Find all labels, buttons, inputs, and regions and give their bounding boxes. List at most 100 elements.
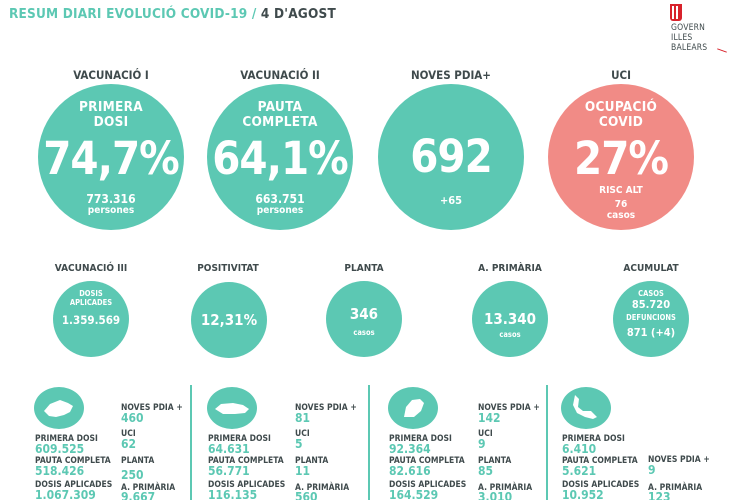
value-pauta-completa: 64,1% xyxy=(212,132,348,185)
logo-stroke xyxy=(717,48,727,53)
eivissa-uci-label: UCI xyxy=(478,429,493,439)
value-casos: 85.720 xyxy=(631,298,671,311)
formentera-dosis-value: 10.952 xyxy=(562,488,604,500)
menorca-dosis-value: 116.135 xyxy=(208,488,258,500)
eivissa-shape-icon xyxy=(404,399,424,417)
label-ocupacio: OCUPACIÓ xyxy=(584,99,658,115)
circle-noves-pdia: 692 +65 xyxy=(378,84,524,230)
eivissa-pauta-value: 82.616 xyxy=(389,464,431,478)
value-defuncions: 871 (+4) xyxy=(626,326,676,339)
formentera-ap-label: A. PRIMÀRIA xyxy=(648,483,703,493)
mallorca-planta-value: 250 xyxy=(121,468,144,482)
circle-vacunacio-1: PRIMERA DOSI 74,7% 773.316 persones xyxy=(38,84,184,230)
eivissa-pauta-label: PAUTA COMPLETA xyxy=(389,456,465,466)
circle-uci: OCUPACIÓ COVID 27% RISC ALT 76 casos xyxy=(548,84,694,230)
menorca-planta-value: 11 xyxy=(295,464,311,478)
eivissa-ap-value: 3.010 xyxy=(478,490,513,500)
title-acumulat: ACUMULAT xyxy=(623,263,679,274)
title-positivitat: POSITIVITAT xyxy=(197,263,259,274)
menorca-noves-label: NOVES PDIA + xyxy=(295,403,357,413)
menorca-dosis-label: DOSIS APLICADES xyxy=(208,480,286,490)
page-title: RESUM DIARI EVOLUCIÓ COVID-19 / 4 D'AGOS… xyxy=(9,6,336,22)
logo-line-3: BALEARS xyxy=(671,43,708,53)
mallorca-uci-label: UCI xyxy=(121,429,136,439)
mallorca-noves-label: NOVES PDIA + xyxy=(121,403,183,413)
title-uci: UCI xyxy=(611,68,631,82)
divider xyxy=(190,385,192,500)
coat-of-arms-icon xyxy=(670,4,682,21)
menorca-ap-value: 560 xyxy=(295,490,318,500)
delta-noves-pdia: +65 xyxy=(439,194,463,207)
menorca-noves-value: 81 xyxy=(295,411,311,425)
eivissa-planta-label: PLANTA xyxy=(478,456,512,466)
title-date: 4 D'AGOST xyxy=(260,6,336,22)
unit-casos: casos xyxy=(606,210,636,221)
value-primera-dosi: 74,7% xyxy=(43,132,179,185)
title-noves-pdia: NOVES PDIA+ xyxy=(411,68,491,82)
eivissa-noves-value: 142 xyxy=(478,411,501,425)
value-dosis-aplicades: 1.359.569 xyxy=(61,313,121,327)
label-defuncions: DEFUNCIONS xyxy=(626,313,676,322)
formentera-pauta-value: 5.621 xyxy=(562,464,597,478)
divider xyxy=(368,385,370,500)
label-aplicades: APLICADES xyxy=(69,298,113,307)
formentera-primera-value: 6.410 xyxy=(562,442,597,456)
title-vacunacio-3: VACUNACIÓ III xyxy=(54,263,128,274)
mallorca-planta-label: PLANTA xyxy=(121,456,155,466)
title-main: RESUM DIARI EVOLUCIÓ COVID-19 / xyxy=(9,6,257,22)
mallorca-pauta-value: 518.426 xyxy=(35,464,85,478)
circle-vacunacio-3: DOSIS APLICADES 1.359.569 xyxy=(53,281,129,357)
menorca-map-icon xyxy=(207,387,257,429)
formentera-ap-value: 123 xyxy=(648,490,671,500)
menorca-primera-label: PRIMERA DOSI xyxy=(208,434,271,444)
mallorca-shape-icon xyxy=(44,400,73,417)
eivissa-dosis-value: 164.529 xyxy=(389,488,439,500)
logo-line-1: GOVERN xyxy=(671,23,706,33)
govern-logo: GOVERN ILLES BALEARS xyxy=(670,4,728,56)
unit-casos: casos xyxy=(499,330,521,339)
title-vacunacio-1: VACUNACIÓ I xyxy=(73,68,149,82)
menorca-uci-value: 5 xyxy=(295,437,303,451)
mallorca-dosis-label: DOSIS APLICADES xyxy=(35,480,113,490)
value-atencio-primaria: 13.340 xyxy=(483,310,537,328)
label-casos: CASOS xyxy=(638,289,664,298)
value-positivitat: 12,31% xyxy=(200,311,258,329)
menorca-primera-value: 64.631 xyxy=(208,442,250,456)
circle-atencio-primaria: 13.340 casos xyxy=(472,281,548,357)
value-noves-pdia: 692 xyxy=(410,130,493,183)
circle-planta: 346 casos xyxy=(326,281,402,357)
label-primera: PRIMERA xyxy=(78,99,143,115)
label-covid: COVID xyxy=(598,114,644,130)
mallorca-uci-value: 62 xyxy=(121,437,137,451)
count-primera-dosi: 773.316 xyxy=(86,192,136,206)
unit-persones: persones xyxy=(256,205,304,216)
formentera-map-icon xyxy=(561,387,611,429)
eivissa-ap-label: A. PRIMÀRIA xyxy=(478,483,533,493)
formentera-noves-value: 9 xyxy=(648,463,656,477)
formentera-shape-icon xyxy=(573,395,597,419)
unit-persones: persones xyxy=(87,205,135,216)
mallorca-primera-label: PRIMERA DOSI xyxy=(35,434,98,444)
eivissa-primera-label: PRIMERA DOSI xyxy=(389,434,452,444)
mallorca-map-icon xyxy=(34,387,84,429)
count-uci: 76 xyxy=(614,199,628,210)
circle-positivitat: 12,31% xyxy=(191,282,267,358)
mallorca-noves-value: 460 xyxy=(121,411,144,425)
label-pauta: PAUTA xyxy=(257,99,303,115)
menorca-pauta-label: PAUTA COMPLETA xyxy=(208,456,284,466)
menorca-pauta-value: 56.771 xyxy=(208,464,250,478)
formentera-dosis-label: DOSIS APLICADES xyxy=(562,480,640,490)
eivissa-uci-value: 9 xyxy=(478,437,486,451)
mallorca-primera-value: 609.525 xyxy=(35,442,85,456)
label-dosi: DOSI xyxy=(93,114,129,130)
eivissa-map-icon xyxy=(388,387,438,429)
eivissa-planta-value: 85 xyxy=(478,464,494,478)
eivissa-noves-label: NOVES PDIA + xyxy=(478,403,540,413)
menorca-ap-label: A. PRIMÀRIA xyxy=(295,483,350,493)
title-vacunacio-2: VACUNACIÓ II xyxy=(240,68,320,82)
label-dosis: DOSIS xyxy=(79,289,103,298)
formentera-primera-label: PRIMERA DOSI xyxy=(562,434,625,444)
formentera-noves-label: NOVES PDIA + xyxy=(648,455,710,465)
menorca-uci-label: UCI xyxy=(295,429,310,439)
eivissa-dosis-label: DOSIS APLICADES xyxy=(389,480,467,490)
